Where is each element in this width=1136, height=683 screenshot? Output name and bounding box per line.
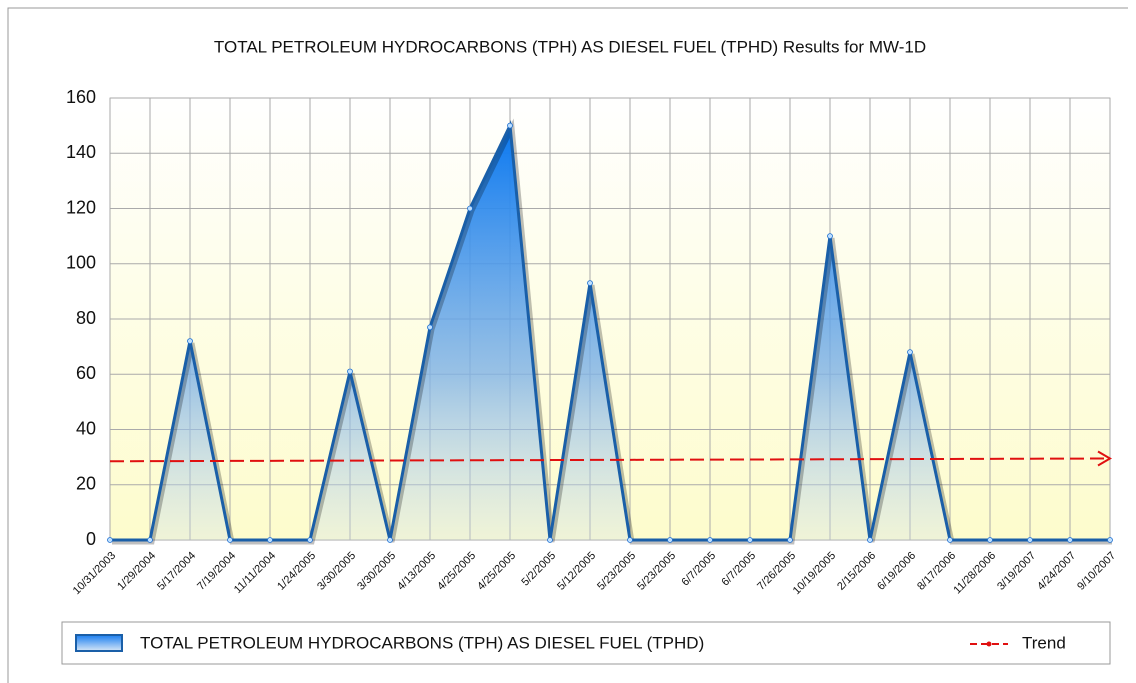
point — [267, 537, 273, 543]
point — [1027, 537, 1033, 543]
legend — [61, 621, 1111, 665]
area — [110, 125, 1110, 540]
y-tick-label: 140 — [66, 142, 96, 162]
point — [587, 280, 593, 286]
point — [627, 537, 633, 543]
point — [507, 122, 513, 129]
point — [467, 205, 473, 212]
y-tick-label: 100 — [66, 253, 96, 273]
point — [187, 338, 193, 345]
legend-label: Trend — [1022, 633, 1066, 652]
line-shadow — [112, 118, 1112, 545]
y-tick-label: 0 — [86, 529, 96, 549]
legend-trend-dot — [986, 641, 992, 647]
y-tick-label: 160 — [66, 87, 96, 107]
point — [427, 324, 433, 331]
frame — [7, 7, 1128, 683]
y-tick-label: 80 — [76, 308, 96, 328]
point — [1107, 537, 1113, 543]
point — [547, 537, 553, 543]
point — [827, 233, 833, 240]
y-tick-label: 120 — [66, 197, 96, 217]
point — [987, 537, 993, 543]
chart-title: TOTAL PETROLEUM HYDROCARBONS (TPH) AS DI… — [214, 37, 926, 56]
y-tick-label: 20 — [76, 474, 96, 494]
point — [907, 349, 913, 356]
point — [787, 537, 793, 543]
y-tick-label: 40 — [76, 418, 96, 438]
point — [947, 537, 953, 543]
point — [867, 537, 873, 543]
point — [747, 537, 753, 543]
point — [227, 537, 233, 543]
point — [147, 537, 153, 543]
point — [667, 537, 673, 543]
line — [110, 120, 1110, 542]
trend-arrow — [1097, 450, 1112, 467]
point — [307, 537, 313, 543]
legend-swatch — [75, 634, 123, 652]
point — [1067, 537, 1073, 543]
y-tick-label: 60 — [76, 363, 96, 383]
point — [707, 537, 713, 543]
point — [107, 537, 113, 543]
point — [387, 537, 393, 543]
point — [347, 368, 353, 375]
legend-label: TOTAL PETROLEUM HYDROCARBONS (TPH) AS DI… — [140, 633, 704, 652]
trend-line — [109, 457, 1107, 463]
